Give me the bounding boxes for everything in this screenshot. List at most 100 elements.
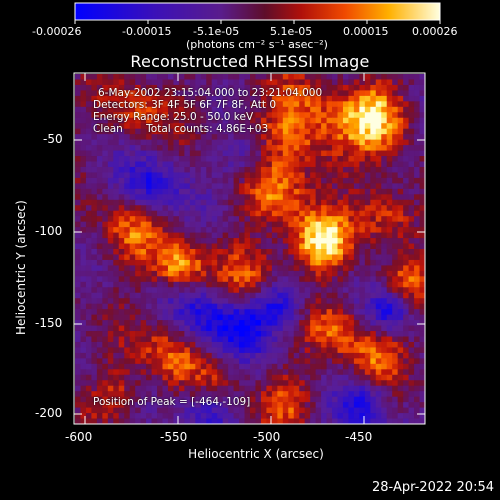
image-pixel — [342, 145, 349, 151]
image-pixel — [315, 123, 322, 130]
image-pixel — [321, 134, 327, 141]
image-pixel — [228, 309, 234, 316]
image-pixel — [195, 216, 202, 223]
image-pixel — [124, 407, 131, 414]
image-pixel — [381, 150, 388, 157]
image-pixel — [217, 95, 224, 102]
image-pixel — [315, 172, 322, 179]
image-pixel — [364, 287, 371, 294]
image-pixel — [353, 270, 360, 277]
image-pixel — [364, 101, 371, 108]
image-pixel — [102, 385, 109, 392]
image-pixel — [113, 369, 120, 376]
image-pixel — [321, 112, 327, 119]
image-pixel — [206, 396, 213, 403]
image-pixel — [244, 227, 251, 233]
image-pixel — [299, 210, 306, 217]
image-pixel — [184, 177, 191, 184]
image-pixel — [288, 112, 295, 119]
image-pixel — [211, 287, 218, 294]
image-pixel — [178, 341, 185, 348]
image-pixel — [113, 145, 120, 151]
image-pixel — [315, 281, 322, 288]
image-pixel — [239, 243, 245, 250]
image-pixel — [304, 194, 311, 201]
image-pixel — [364, 363, 371, 370]
image-pixel — [315, 276, 322, 283]
image-pixel — [414, 112, 420, 119]
image-pixel — [266, 309, 273, 316]
image-pixel — [359, 331, 366, 337]
image-pixel — [189, 402, 196, 408]
image-pixel — [370, 281, 377, 288]
image-pixel — [408, 341, 415, 348]
image-pixel — [217, 139, 224, 146]
image-pixel — [189, 216, 196, 223]
image-pixel — [288, 238, 295, 244]
image-pixel — [233, 298, 240, 305]
image-pixel — [419, 221, 426, 228]
image-pixel — [337, 391, 344, 398]
image-pixel — [184, 380, 191, 387]
image-pixel — [364, 199, 371, 206]
image-pixel — [419, 281, 426, 288]
image-pixel — [282, 369, 289, 376]
image-pixel — [124, 199, 131, 206]
image-pixel — [271, 199, 278, 206]
image-pixel — [124, 374, 131, 381]
image-pixel — [260, 270, 267, 277]
image-pixel — [397, 95, 404, 102]
image-pixel — [255, 221, 262, 228]
image-pixel — [222, 309, 229, 316]
image-pixel — [359, 281, 366, 288]
image-pixel — [266, 183, 273, 190]
image-pixel — [146, 188, 152, 195]
image-pixel — [107, 402, 114, 408]
image-pixel — [332, 320, 338, 326]
image-pixel — [206, 177, 213, 184]
image-pixel — [304, 341, 311, 348]
image-pixel — [151, 303, 158, 310]
image-pixel — [386, 320, 393, 326]
image-pixel — [244, 134, 251, 141]
image-pixel — [173, 227, 180, 233]
image-pixel — [124, 123, 131, 130]
image-pixel — [359, 358, 366, 365]
image-pixel — [255, 298, 262, 305]
image-pixel — [310, 112, 317, 119]
image-pixel — [271, 101, 278, 108]
image-pixel — [135, 177, 142, 184]
image-pixel — [129, 347, 136, 354]
image-pixel — [200, 177, 207, 184]
image-pixel — [255, 325, 262, 332]
image-pixel — [310, 238, 317, 244]
image-pixel — [271, 145, 278, 151]
image-pixel — [392, 407, 399, 414]
image-pixel — [370, 205, 377, 212]
image-pixel — [75, 79, 81, 86]
image-pixel — [282, 358, 289, 365]
image-pixel — [200, 270, 207, 277]
image-pixel — [124, 139, 131, 146]
image-pixel — [244, 156, 251, 162]
image-pixel — [375, 303, 382, 310]
image-pixel — [96, 358, 103, 365]
image-pixel — [124, 281, 131, 288]
image-pixel — [419, 188, 426, 195]
image-pixel — [102, 128, 109, 135]
image-pixel — [375, 254, 382, 261]
image-pixel — [146, 369, 152, 376]
image-pixel — [239, 418, 245, 425]
image-pixel — [386, 84, 393, 91]
image-pixel — [326, 243, 333, 250]
image-pixel — [359, 238, 366, 244]
image-pixel — [370, 177, 377, 184]
image-pixel — [408, 188, 415, 195]
image-pixel — [255, 292, 262, 299]
image-pixel — [386, 216, 393, 223]
image-pixel — [304, 106, 311, 113]
image-pixel — [129, 139, 136, 146]
image-pixel — [173, 172, 180, 179]
image-pixel — [392, 287, 399, 294]
image-pixel — [364, 216, 371, 223]
